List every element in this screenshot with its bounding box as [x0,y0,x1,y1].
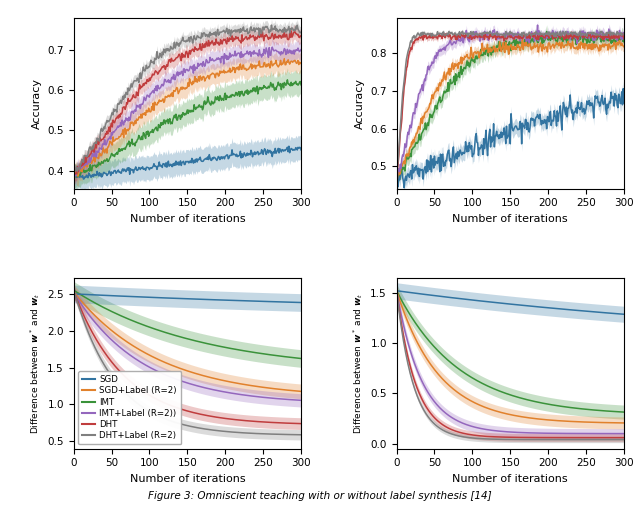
Legend: SGD, SGD+Label (R=2), IMT, IMT+Label (R=2)), DHT, DHT+Label (R=2): SGD, SGD+Label (R=2), IMT, IMT+Label (R=… [78,371,181,445]
X-axis label: Number of iterations: Number of iterations [452,214,568,224]
X-axis label: Number of iterations: Number of iterations [452,474,568,484]
Y-axis label: Difference between $\boldsymbol{w}^*$ and $\boldsymbol{w}_t$: Difference between $\boldsymbol{w}^*$ an… [351,293,365,434]
X-axis label: Number of iterations: Number of iterations [129,214,245,224]
X-axis label: Number of iterations: Number of iterations [129,474,245,484]
Y-axis label: Difference between $\boldsymbol{w}^*$ and $\boldsymbol{w}_t$: Difference between $\boldsymbol{w}^*$ an… [28,293,42,434]
Text: Figure 3: Omniscient teaching with or without label synthesis [14]: Figure 3: Omniscient teaching with or wi… [148,491,492,501]
Y-axis label: Accuracy: Accuracy [32,78,42,129]
Y-axis label: Accuracy: Accuracy [355,78,365,129]
